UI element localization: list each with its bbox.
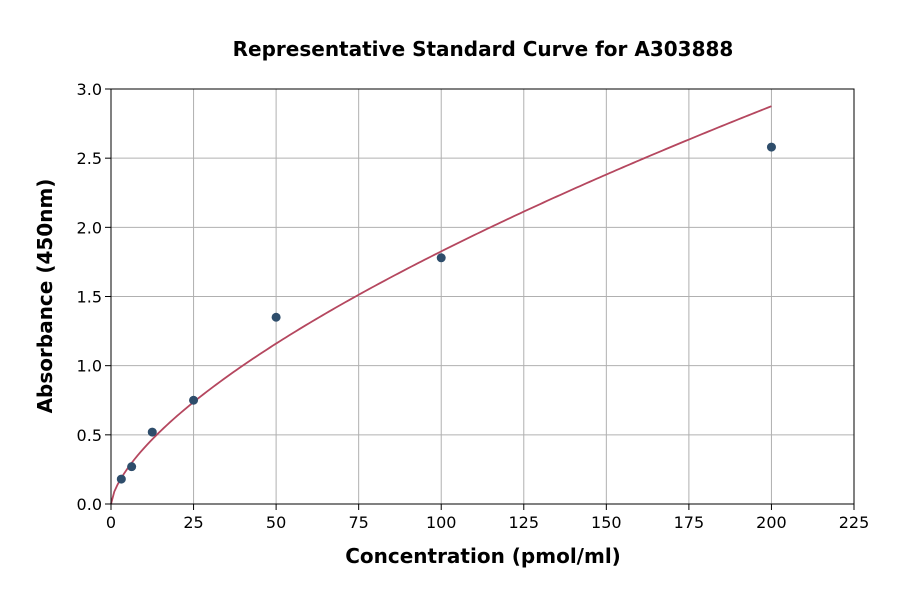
y-tick-label: 3.0 — [77, 80, 102, 99]
grid-layer — [110, 88, 855, 505]
x-tick-label: 150 — [591, 513, 622, 532]
data-point — [766, 142, 776, 152]
y-tick-label: 2.0 — [77, 218, 102, 237]
data-point — [127, 462, 137, 472]
y-tick-label: 1.5 — [77, 288, 102, 307]
ticks-layer: 0 25 50 75 100 125 150 175 200 225 0.0 0.5 1.0 1.5 2.0… — [77, 80, 870, 532]
y-axis-label: Absorbance (450nm) — [33, 179, 57, 414]
x-tick-label: 100 — [426, 513, 457, 532]
y-tick-label: 2.5 — [77, 149, 102, 168]
y-tick-label: 0.0 — [77, 495, 102, 514]
x-axis-label: Concentration (pmol/ml) — [345, 544, 621, 568]
chart-title: Representative Standard Curve for A30388… — [233, 37, 734, 61]
fit-curve-line — [110, 105, 772, 505]
y-tick-label: 0.5 — [77, 426, 102, 445]
data-point — [189, 395, 199, 405]
x-tick-label: 125 — [509, 513, 540, 532]
x-tick-label: 25 — [183, 513, 203, 532]
x-tick-label: 0 — [106, 513, 116, 532]
x-tick-label: 175 — [674, 513, 705, 532]
data-point — [436, 253, 446, 263]
y-tick-label: 1.0 — [77, 357, 102, 376]
x-tick-label: 225 — [839, 513, 870, 532]
x-tick-label: 50 — [266, 513, 286, 532]
fit-curve-layer — [110, 105, 772, 505]
data-point — [271, 312, 281, 322]
data-point — [147, 427, 157, 437]
data-point — [116, 474, 126, 484]
x-tick-label: 200 — [756, 513, 787, 532]
x-tick-label: 75 — [348, 513, 368, 532]
data-points-layer — [116, 142, 776, 484]
